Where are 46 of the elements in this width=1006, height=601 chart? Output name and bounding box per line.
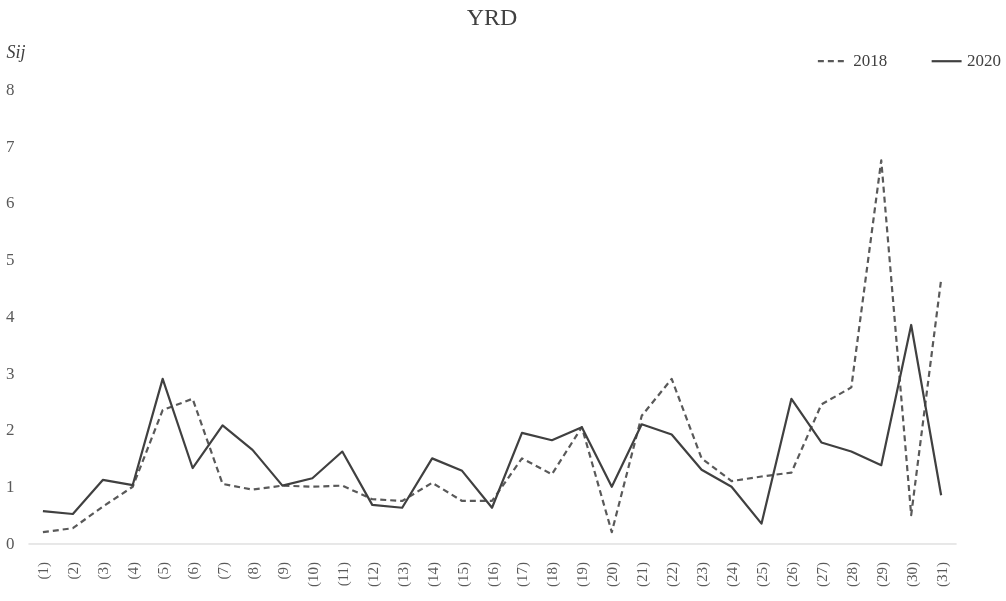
x-tick-label: (14) (424, 561, 442, 587)
x-tick-label: (6) (185, 561, 203, 580)
y-tick-label: 5 (5, 250, 15, 270)
chart-title: YRD (466, 3, 518, 30)
legend-label: 2020 (967, 51, 1001, 71)
x-tick-label: (1) (35, 561, 53, 580)
x-tick-label: (8) (244, 561, 262, 580)
y-tick-label: 8 (5, 79, 15, 99)
x-tick-label: (27) (813, 561, 831, 587)
x-tick-label: (16) (484, 561, 502, 587)
x-tick-label: (17) (514, 561, 532, 587)
x-tick-label: (29) (873, 561, 891, 587)
x-tick-label: (22) (664, 561, 682, 587)
x-tick-label: (18) (544, 561, 562, 587)
y-tick-label: 6 (5, 193, 15, 213)
x-tick-label: (7) (215, 561, 233, 580)
x-tick-label: (4) (125, 561, 143, 580)
line-series (41, 159, 943, 534)
x-tick-label: (21) (634, 561, 652, 587)
line-series (41, 323, 943, 525)
x-tick-label: (20) (604, 561, 622, 587)
y-axis-title: Sij (6, 41, 26, 62)
x-tick-label: (3) (95, 561, 113, 580)
x-tick-label: (5) (155, 561, 173, 580)
x-tick-label: (13) (394, 561, 412, 587)
x-tick-label: (15) (454, 561, 472, 587)
y-tick-label: 4 (5, 306, 15, 326)
x-tick-label: (9) (274, 561, 292, 580)
y-tick-label: 2 (5, 420, 15, 440)
y-tick-label: 0 (5, 534, 15, 553)
y-tick-label: 1 (5, 477, 15, 497)
x-tick-label: (12) (364, 561, 382, 587)
x-tick-label: (2) (65, 561, 83, 580)
x-tick-label: (23) (694, 561, 712, 587)
x-tick-label: (24) (724, 561, 742, 587)
y-tick-label: 3 (5, 363, 15, 383)
x-tick-label: (31) (933, 561, 951, 587)
x-tick-label: (30) (903, 561, 921, 587)
x-tick-label: (19) (574, 561, 592, 587)
x-tick-label: (11) (334, 561, 352, 587)
x-tick-label: (10) (304, 561, 322, 587)
x-tick-label: (26) (783, 561, 801, 587)
legend-label: 2018 (853, 51, 888, 71)
y-tick-label: 7 (5, 136, 15, 156)
x-tick-label: (28) (843, 561, 861, 587)
x-tick-label: (25) (753, 561, 771, 587)
